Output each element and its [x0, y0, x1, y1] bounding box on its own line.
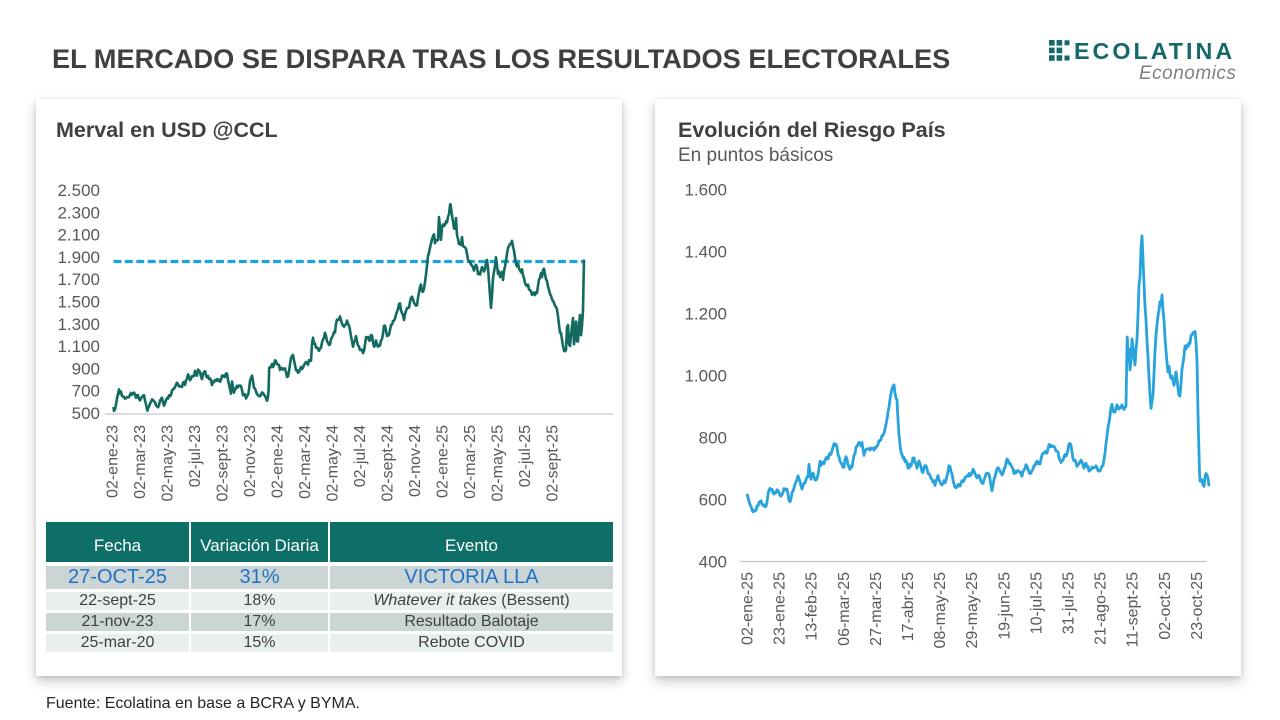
svg-text:02-ene-25: 02-ene-25: [740, 572, 757, 645]
svg-text:02-mar-23: 02-mar-23: [132, 425, 149, 499]
svg-text:02-sept-23: 02-sept-23: [215, 425, 232, 502]
svg-text:02-nov-24: 02-nov-24: [407, 425, 424, 497]
svg-text:800: 800: [699, 429, 727, 448]
svg-text:1.200: 1.200: [684, 305, 727, 324]
svg-text:1.700: 1.700: [57, 270, 100, 289]
svg-text:02-ene-23: 02-ene-23: [105, 425, 122, 498]
svg-text:02-sept-25: 02-sept-25: [545, 425, 562, 502]
svg-text:900: 900: [72, 359, 100, 378]
svg-text:02-may-24: 02-may-24: [325, 425, 342, 502]
svg-text:02-may-25: 02-may-25: [490, 425, 507, 502]
svg-text:08-may-25: 08-may-25: [932, 572, 949, 649]
svg-text:13-feb-25: 13-feb-25: [804, 572, 821, 641]
svg-text:02-jul-25: 02-jul-25: [517, 425, 534, 487]
svg-text:1.600: 1.600: [684, 181, 727, 200]
svg-text:19-jun-25: 19-jun-25: [996, 572, 1013, 640]
svg-text:700: 700: [72, 382, 100, 401]
svg-text:2.300: 2.300: [57, 203, 100, 222]
svg-text:23-ene-25: 23-ene-25: [772, 572, 789, 645]
svg-text:06-mar-25: 06-mar-25: [836, 572, 853, 646]
svg-text:600: 600: [699, 491, 727, 510]
svg-text:21-ago-25: 21-ago-25: [1093, 572, 1110, 645]
svg-text:29-may-25: 29-may-25: [964, 572, 981, 649]
svg-text:02-may-23: 02-may-23: [160, 425, 177, 502]
svg-text:1.500: 1.500: [57, 293, 100, 312]
svg-text:02-nov-23: 02-nov-23: [242, 425, 259, 497]
svg-text:02-oct-25: 02-oct-25: [1157, 572, 1174, 640]
svg-text:02-mar-25: 02-mar-25: [462, 425, 479, 499]
svg-text:11-sept-25: 11-sept-25: [1125, 572, 1142, 647]
svg-text:10-jul-25: 10-jul-25: [1028, 572, 1045, 634]
svg-text:02-sept-24: 02-sept-24: [380, 425, 397, 502]
svg-text:2.500: 2.500: [57, 181, 100, 200]
svg-text:1.100: 1.100: [57, 337, 100, 356]
svg-text:02-jul-23: 02-jul-23: [187, 425, 204, 487]
svg-text:17-abr-25: 17-abr-25: [900, 572, 917, 641]
svg-text:1.300: 1.300: [57, 315, 100, 334]
svg-text:1.400: 1.400: [684, 243, 727, 262]
svg-text:27-mar-25: 27-mar-25: [868, 572, 885, 646]
svg-text:400: 400: [699, 553, 727, 572]
svg-text:2.100: 2.100: [57, 226, 100, 245]
svg-text:02-mar-24: 02-mar-24: [297, 425, 314, 499]
svg-text:31-jul-25: 31-jul-25: [1061, 572, 1078, 634]
svg-text:23-oct-25: 23-oct-25: [1189, 572, 1206, 640]
svg-text:02-jul-24: 02-jul-24: [352, 425, 369, 487]
svg-text:02-ene-24: 02-ene-24: [270, 425, 287, 498]
svg-text:1.000: 1.000: [684, 367, 727, 386]
svg-text:1.900: 1.900: [57, 248, 100, 267]
svg-text:02-ene-25: 02-ene-25: [435, 425, 452, 498]
svg-text:500: 500: [72, 404, 100, 423]
